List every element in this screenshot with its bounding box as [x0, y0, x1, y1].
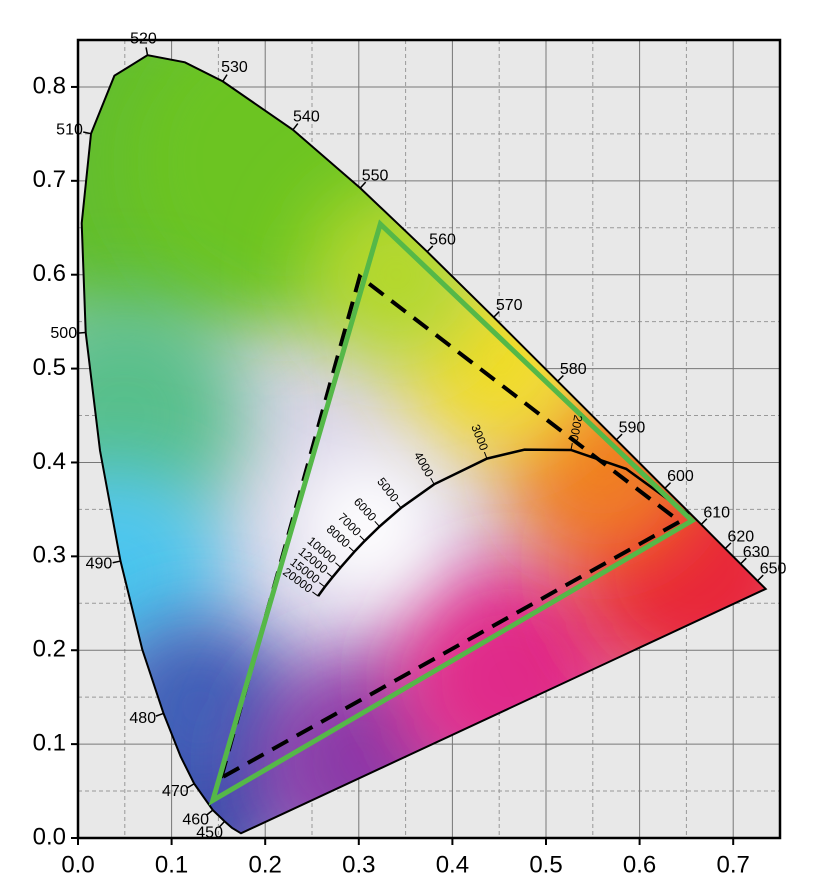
wavelength-tick [155, 712, 164, 717]
labels: 0.0 0.1 0.2 0.3 0.4 0.5 0.6 0.7 0.0 0.1 0.2 0.3 0.4 0… [33, 31, 787, 879]
x-tick-label: 0.2 [249, 851, 282, 878]
wavelength-tick [557, 374, 564, 382]
wavelength-label: 470 [162, 783, 189, 800]
y-tick-label: 0.8 [33, 72, 66, 99]
wavelength-tick [77, 331, 86, 334]
temperature-label: 2000 [567, 414, 586, 443]
wavelength-label: 510 [56, 121, 83, 138]
y-tick-label: 0.7 [33, 166, 66, 193]
wavelength-tick [615, 433, 623, 441]
wavelength-tick [112, 560, 121, 564]
wavelength-tick [700, 518, 708, 525]
wavelength-tick [740, 557, 747, 565]
wavelength-tick [724, 542, 732, 550]
wavelength-tick [145, 47, 149, 56]
wavelength-label: 590 [619, 420, 646, 437]
x-tick-label: 0.3 [342, 851, 375, 878]
wavelength-tick [206, 809, 214, 816]
x-tick-label: 0.1 [155, 851, 188, 878]
wavelength-label: 570 [496, 297, 523, 314]
x-tick-label: 0.5 [529, 851, 562, 878]
wavelength-label: 540 [293, 108, 320, 125]
wavelength-label: 550 [362, 167, 389, 184]
temperature-tick [312, 591, 319, 597]
wavelength-tick [186, 783, 195, 789]
spectral-locus [80, 54, 768, 835]
wavelength-label: 560 [429, 231, 456, 248]
y-tick-label: 0.6 [33, 260, 66, 287]
wavelength-label: 630 [743, 544, 770, 561]
wavelength-label: 610 [703, 504, 730, 521]
wavelength-label: 480 [129, 710, 156, 727]
color-blob [81, 295, 245, 536]
wavelength-tick [757, 574, 764, 582]
temperature-tick [348, 546, 355, 553]
temperature-tick [326, 572, 333, 578]
y-tick-label: 0.2 [33, 636, 66, 663]
temperature-tick [318, 582, 326, 588]
temperature-tick [335, 562, 342, 568]
y-tick-label: 0.4 [33, 448, 66, 475]
gamut-triangle [208, 219, 697, 806]
wavelength-label: 450 [196, 824, 223, 841]
temperature-tick [570, 443, 573, 451]
marks [80, 54, 768, 835]
temperature-tick [483, 451, 488, 459]
wavelength-tick [493, 311, 500, 318]
x-tick-label: 0.0 [61, 851, 94, 878]
x-tick-label: 0.4 [436, 851, 469, 878]
wavelength-label: 490 [86, 556, 113, 573]
wavelength-tick [222, 74, 228, 82]
wavelength-tick [83, 131, 92, 135]
y-tick-label: 0.1 [33, 729, 66, 756]
wavelength-label: 530 [221, 59, 248, 76]
planckian-locus [317, 448, 690, 597]
temperature-tick [430, 477, 435, 485]
temperature-tick [374, 520, 380, 527]
plot-frame [76, 38, 782, 840]
x-tick-label: 0.7 [717, 851, 750, 878]
temperature-tick [396, 502, 402, 509]
wavelength-tick [359, 181, 367, 189]
color-blob [293, 453, 444, 604]
y-tick-label: 0.3 [33, 542, 66, 569]
wavelength-label: 460 [182, 811, 209, 828]
wavelength-label: 650 [760, 561, 787, 578]
wavelength-label: 600 [667, 468, 694, 485]
y-tick-label: 0.5 [33, 354, 66, 381]
wavelength-label: 500 [50, 325, 77, 342]
x-tick-label: 0.6 [623, 851, 656, 878]
wavelength-tick [292, 123, 299, 131]
y-tick-label: 0.0 [33, 823, 66, 850]
wavelength-tick [426, 245, 434, 253]
wavelength-tick [664, 482, 672, 489]
wavelength-label: 520 [130, 31, 157, 48]
wavelength-label: 620 [727, 528, 754, 545]
temperature-tick [359, 535, 366, 542]
wavelength-tick [218, 820, 226, 828]
wavelength-label: 580 [560, 361, 587, 378]
